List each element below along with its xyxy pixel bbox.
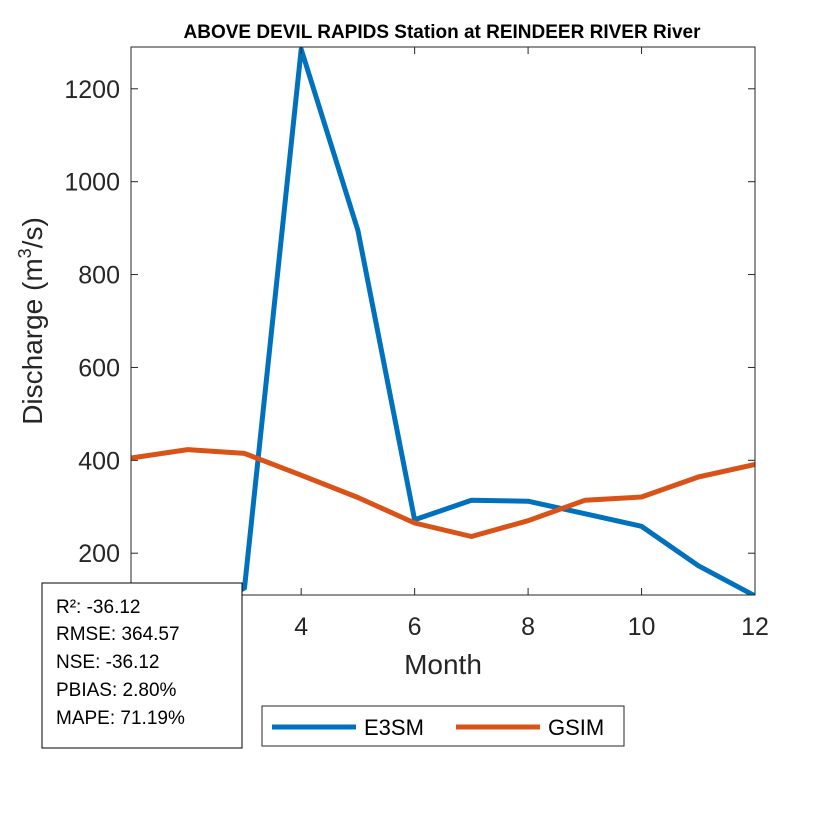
y-tick-label: 1200 <box>64 76 120 104</box>
y-tick-label: 400 <box>78 447 120 475</box>
x-tick-label: 8 <box>521 613 535 641</box>
stats-rmse: RMSE: 364.57 <box>56 624 180 645</box>
y-axis-label-main: Discharge (m <box>17 258 48 424</box>
legend: E3SM GSIM <box>261 705 625 747</box>
x-tick-label: 12 <box>741 613 769 641</box>
y-tick-label: 600 <box>78 354 120 382</box>
y-axis-label-superscript: 3 <box>15 248 35 258</box>
x-tick-label: 4 <box>294 613 308 641</box>
stats-nse: NSE: -36.12 <box>56 652 160 673</box>
stats-mape: MAPE: 71.19% <box>56 708 185 729</box>
series-line-gsim <box>131 447 755 539</box>
x-tick-label: 6 <box>408 613 422 641</box>
x-tick-label: 10 <box>628 613 656 641</box>
plot-area <box>131 47 755 595</box>
chart-title: ABOVE DEVIL RAPIDS Station at REINDEER R… <box>184 22 702 43</box>
y-tick-label: 200 <box>78 540 120 568</box>
stats-r2: R²: -36.12 <box>56 597 140 618</box>
x-axis-label: Month <box>404 649 482 680</box>
legend-label-e3sm: E3SM <box>364 715 424 740</box>
y-tick-label: 800 <box>78 262 120 290</box>
y-axis-label-tail: /s) <box>17 217 48 248</box>
stats-pbias: PBIAS: 2.80% <box>56 680 177 701</box>
y-tick-label: 1000 <box>64 169 120 197</box>
tick-layer: 4 6 8 10 12 200 400 600 800 1000 1200 <box>64 47 769 641</box>
y-axis-label: Discharge (m3/s) <box>15 217 48 425</box>
stats-box: R²: -36.12 RMSE: 364.57 NSE: -36.12 PBIA… <box>41 582 243 749</box>
plot-frame <box>130 46 756 596</box>
stats-box-frame <box>41 582 243 749</box>
legend-label-gsim: GSIM <box>548 715 604 740</box>
